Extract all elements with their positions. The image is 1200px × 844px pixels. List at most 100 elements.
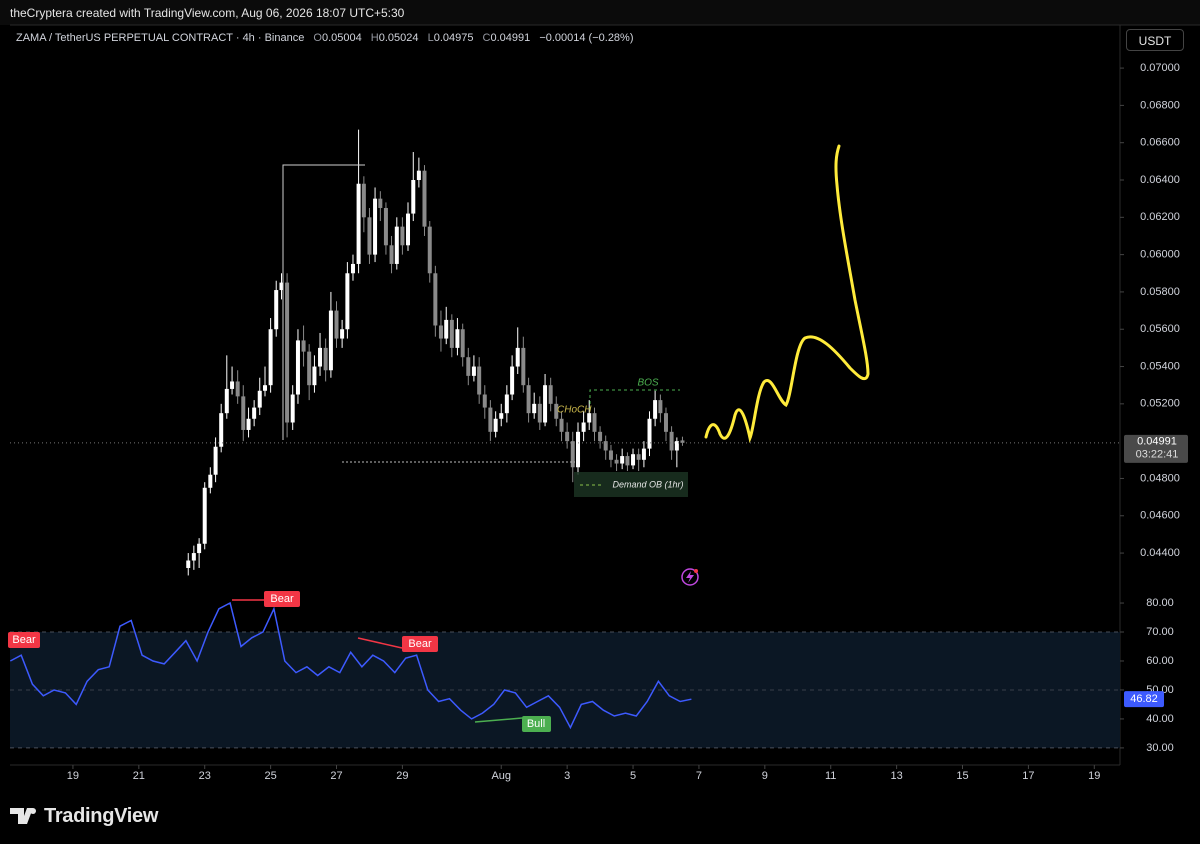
candle-body: [581, 422, 586, 432]
change: −0.00014 (−0.28%): [539, 32, 634, 44]
brand-logo: [10, 808, 33, 824]
bear-label: Bear: [408, 638, 432, 650]
ohlc-key: L: [427, 32, 434, 44]
candle-body: [197, 543, 202, 554]
rsi-value-label: 46.82: [1130, 693, 1158, 705]
alert-dot: [694, 569, 698, 573]
rsi-tag: [1124, 691, 1164, 708]
candle-body: [427, 226, 432, 274]
candle-body: [373, 198, 378, 255]
candle-body: [246, 418, 251, 430]
last-price-tag: [1124, 434, 1188, 463]
y-tick-label: 60.00: [1146, 655, 1174, 667]
candle-body: [548, 385, 553, 404]
candle-body: [499, 413, 504, 419]
ohlc-value: 0.04991: [490, 32, 531, 44]
candle-body: [438, 325, 443, 339]
candle-body: [576, 431, 581, 468]
candle-body: [653, 400, 658, 419]
candle-body: [515, 347, 520, 367]
y-tick-label: 40.00: [1146, 713, 1174, 725]
bos-line: [589, 389, 680, 410]
candle-body: [252, 407, 257, 419]
y-tick-label: 0.06600: [1140, 137, 1180, 149]
bull-label: Bull: [527, 718, 545, 730]
x-tick-label: 5: [630, 770, 636, 782]
ohlc-value: 0.05004: [321, 32, 362, 44]
candle-body: [356, 183, 361, 264]
y-tick-label: 0.04800: [1140, 472, 1180, 484]
candle-body: [274, 290, 279, 330]
candle-body: [444, 319, 449, 339]
x-tick-label: 21: [133, 770, 145, 782]
candle-body: [493, 418, 498, 432]
candle-body: [537, 403, 542, 423]
candle-body: [510, 366, 515, 395]
y-tick-label: 30.00: [1146, 742, 1174, 754]
candle-body: [318, 347, 323, 367]
y-tick-label: 0.06800: [1140, 99, 1180, 111]
alert-icon[interactable]: [681, 568, 699, 586]
demand-label: Demand OB (1hr): [612, 479, 683, 489]
y-tick-label: 0.06400: [1140, 174, 1180, 186]
rsi-line: [9, 601, 692, 730]
candle-body: [471, 366, 476, 376]
y-tick-label: 0.04600: [1140, 510, 1180, 522]
bull-tag: [522, 716, 551, 732]
candle-body: [295, 340, 300, 395]
candle-body: [224, 388, 229, 414]
x-tick-label: 3: [564, 770, 570, 782]
candle-body: [433, 273, 438, 326]
drawings: [232, 144, 870, 723]
candle-body: [658, 400, 663, 414]
currency-button[interactable]: USDT: [1126, 29, 1184, 51]
candle-body: [416, 170, 421, 181]
candle-body: [394, 226, 399, 264]
candle-body: [334, 310, 339, 339]
candle-body: [570, 441, 575, 468]
y-tick-label: 0.06200: [1140, 211, 1180, 223]
candle-body: [636, 454, 641, 460]
brand: TradingView: [44, 805, 159, 827]
candle-body: [608, 450, 613, 460]
ohlc-value: 0.04975: [433, 32, 474, 44]
candle-body: [285, 282, 290, 423]
candle-body: [263, 385, 268, 391]
candle-body: [598, 431, 603, 442]
candle-body: [186, 560, 191, 568]
candle-body: [219, 413, 224, 447]
x-tick-label: 27: [330, 770, 342, 782]
x-tick-label: 19: [1088, 770, 1100, 782]
candle-body: [290, 394, 295, 423]
candle-body: [614, 459, 619, 464]
bear-tag: [402, 636, 438, 652]
candle-body: [389, 245, 394, 264]
candle-body: [213, 446, 218, 475]
candle-body: [307, 351, 312, 386]
y-tick-label: 0.06000: [1140, 249, 1180, 261]
candle-body: [466, 357, 471, 376]
x-tick-label: 13: [890, 770, 902, 782]
candle-body: [350, 263, 355, 274]
candle-body: [301, 340, 306, 352]
candle-body: [680, 440, 685, 443]
y-tick-label: 0.05200: [1140, 398, 1180, 410]
candle-body: [603, 441, 608, 451]
credit: theCryptera created with TradingView.com…: [10, 6, 405, 20]
x-tick-label: 25: [264, 770, 276, 782]
candle-body: [328, 310, 333, 371]
candle-body: [449, 319, 454, 348]
candle-body: [631, 454, 636, 466]
candle-body: [674, 441, 679, 451]
ohlc-key: C: [482, 32, 491, 44]
candle-body: [268, 329, 273, 386]
bear-label: Bear: [270, 593, 294, 605]
divergence-line: [357, 637, 403, 649]
symbol: ZAMA / TetherUS PERPETUAL CONTRACT · 4h …: [16, 32, 305, 44]
bear-label: Bear: [12, 634, 36, 646]
projection-curve: [704, 144, 870, 444]
ohlc-value: 0.05024: [378, 32, 419, 44]
candle-body: [455, 329, 460, 348]
candle-body: [257, 390, 262, 408]
